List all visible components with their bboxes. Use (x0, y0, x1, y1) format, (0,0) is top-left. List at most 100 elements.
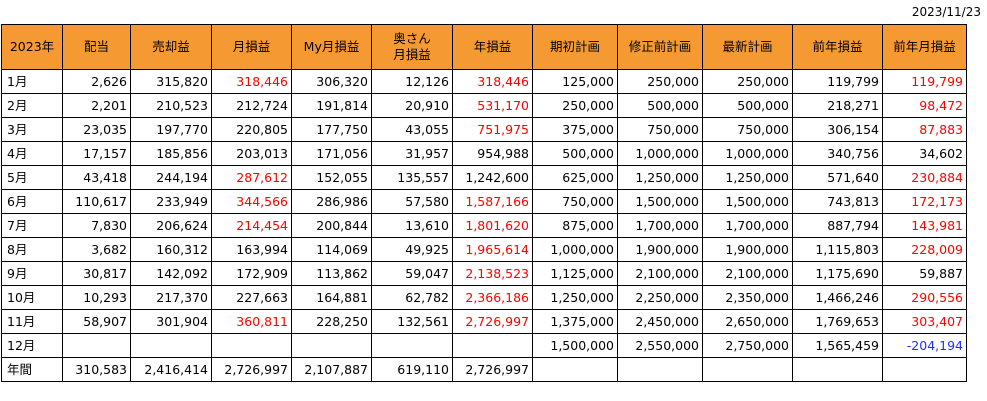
table-cell: 750,000 (702, 117, 793, 142)
column-header: 奥さん 月損益 (371, 24, 453, 70)
column-header: 2023年 (1, 24, 63, 70)
table-cell: 172,173 (882, 189, 967, 214)
table-cell: 310,583 (62, 357, 131, 382)
table-cell: 30,817 (62, 261, 131, 286)
table-cell: 110,617 (62, 189, 131, 214)
table-cell (882, 357, 967, 382)
table-cell: 210,523 (130, 93, 212, 118)
table-cell: 3,682 (62, 237, 131, 262)
table-cell: 87,883 (882, 117, 967, 142)
table-cell: 1,175,690 (792, 261, 883, 286)
table-cell: 2,726,997 (452, 309, 533, 334)
table-cell: 2,726,997 (452, 357, 533, 382)
table-cell: 200,844 (291, 213, 372, 238)
table-cell: 340,756 (792, 141, 883, 166)
table-cell: 23,035 (62, 117, 131, 142)
row-label: 9月 (1, 261, 63, 286)
table-cell: 2,550,000 (617, 333, 703, 358)
table-row: 2月 2,201 210,523 212,724 191,814 20,910 531,17… (1, 93, 967, 118)
row-label: 7月 (1, 213, 63, 238)
table-cell: 1,466,246 (792, 285, 883, 310)
table-cell: 1,587,166 (452, 189, 533, 214)
table-cell: 2,750,000 (702, 333, 793, 358)
table-cell: 375,000 (532, 117, 618, 142)
table-cell: 306,154 (792, 117, 883, 142)
table-cell: 12,126 (371, 69, 453, 94)
column-header: 前年損益 (792, 24, 883, 70)
column-header: 月損益 (211, 24, 292, 70)
table-cell: 142,092 (130, 261, 212, 286)
table-cell: 233,949 (130, 189, 212, 214)
table-cell: 344,566 (211, 189, 292, 214)
table-row: 11月 58,907 301,904 360,811 228,250 132,561 2,7… (1, 309, 967, 334)
table-row: 9月 30,817 142,092 172,909 113,862 59,047 2,138… (1, 261, 967, 286)
table-cell (452, 333, 533, 358)
table-cell: 1,700,000 (617, 213, 703, 238)
table-cell: 290,556 (882, 285, 967, 310)
table-body: 1月 2,626 315,820 318,446 306,320 12,126 318,44… (1, 69, 967, 382)
table-cell: 2,650,000 (702, 309, 793, 334)
table-cell: 1,500,000 (617, 189, 703, 214)
table-cell: 2,250,000 (617, 285, 703, 310)
table-cell: 318,446 (211, 69, 292, 94)
table-cell: 212,724 (211, 93, 292, 118)
table-cell: 250,000 (532, 93, 618, 118)
column-header: 最新計画 (702, 24, 793, 70)
table-cell: 152,055 (291, 165, 372, 190)
table-cell: 125,000 (532, 69, 618, 94)
table-cell: 17,157 (62, 141, 131, 166)
table-cell: 177,750 (291, 117, 372, 142)
table-cell: 163,994 (211, 237, 292, 262)
table-cell (371, 333, 453, 358)
row-label: 4月 (1, 141, 63, 166)
column-header: 配当 (62, 24, 131, 70)
table-cell: 286,986 (291, 189, 372, 214)
table-cell: 1,242,600 (452, 165, 533, 190)
table-cell: 750,000 (532, 189, 618, 214)
table-row: 年間 310,583 2,416,414 2,726,997 2,107,887 619,… (1, 357, 967, 382)
table-cell: 1,500,000 (532, 333, 618, 358)
row-label: 10月 (1, 285, 63, 310)
table-cell: 13,610 (371, 213, 453, 238)
table-cell: 301,904 (130, 309, 212, 334)
table-cell: 1,965,614 (452, 237, 533, 262)
table-cell: 114,069 (291, 237, 372, 262)
table-cell: 203,013 (211, 141, 292, 166)
table-cell: 360,811 (211, 309, 292, 334)
table-cell: 500,000 (532, 141, 618, 166)
table-cell: 244,194 (130, 165, 212, 190)
table-cell: 1,250,000 (617, 165, 703, 190)
table-cell: 10,293 (62, 285, 131, 310)
row-label: 6月 (1, 189, 63, 214)
header-row: 2023年 配当 売却益 月損益 My月損益 奥さん 月損益 年損益 期初計画 修正前計画 最新計画… (1, 24, 967, 70)
table-cell: 625,000 (532, 165, 618, 190)
table-row: 7月 7,830 206,624 214,454 200,844 13,610 1,801,… (1, 213, 967, 238)
table-cell: 59,887 (882, 261, 967, 286)
table-cell (130, 333, 212, 358)
table-cell: 1,500,000 (702, 189, 793, 214)
row-label: 2月 (1, 93, 63, 118)
table-cell: 500,000 (702, 93, 793, 118)
table-cell: 250,000 (617, 69, 703, 94)
table-row: 8月 3,682 160,312 163,994 114,069 49,925 1,965,… (1, 237, 967, 262)
table-cell: 160,312 (130, 237, 212, 262)
table-cell: 1,700,000 (702, 213, 793, 238)
table-cell: 217,370 (130, 285, 212, 310)
table-cell (532, 357, 618, 382)
table-cell: 2,350,000 (702, 285, 793, 310)
table-row: 6月 110,617 233,949 344,566 286,986 57,580 1,58… (1, 189, 967, 214)
table-cell: 1,000,000 (617, 141, 703, 166)
column-header: 修正前計画 (617, 24, 703, 70)
table-cell: 743,813 (792, 189, 883, 214)
table-cell: 34,602 (882, 141, 967, 166)
column-header: 前年月損益 (882, 24, 967, 70)
table-cell: 2,366,186 (452, 285, 533, 310)
table-cell: 2,201 (62, 93, 131, 118)
table-cell: 1,250,000 (532, 285, 618, 310)
table-cell: 315,820 (130, 69, 212, 94)
table-cell: 2,450,000 (617, 309, 703, 334)
table-cell: 143,981 (882, 213, 967, 238)
table-cell (211, 333, 292, 358)
table-cell: 49,925 (371, 237, 453, 262)
table-cell: 228,250 (291, 309, 372, 334)
